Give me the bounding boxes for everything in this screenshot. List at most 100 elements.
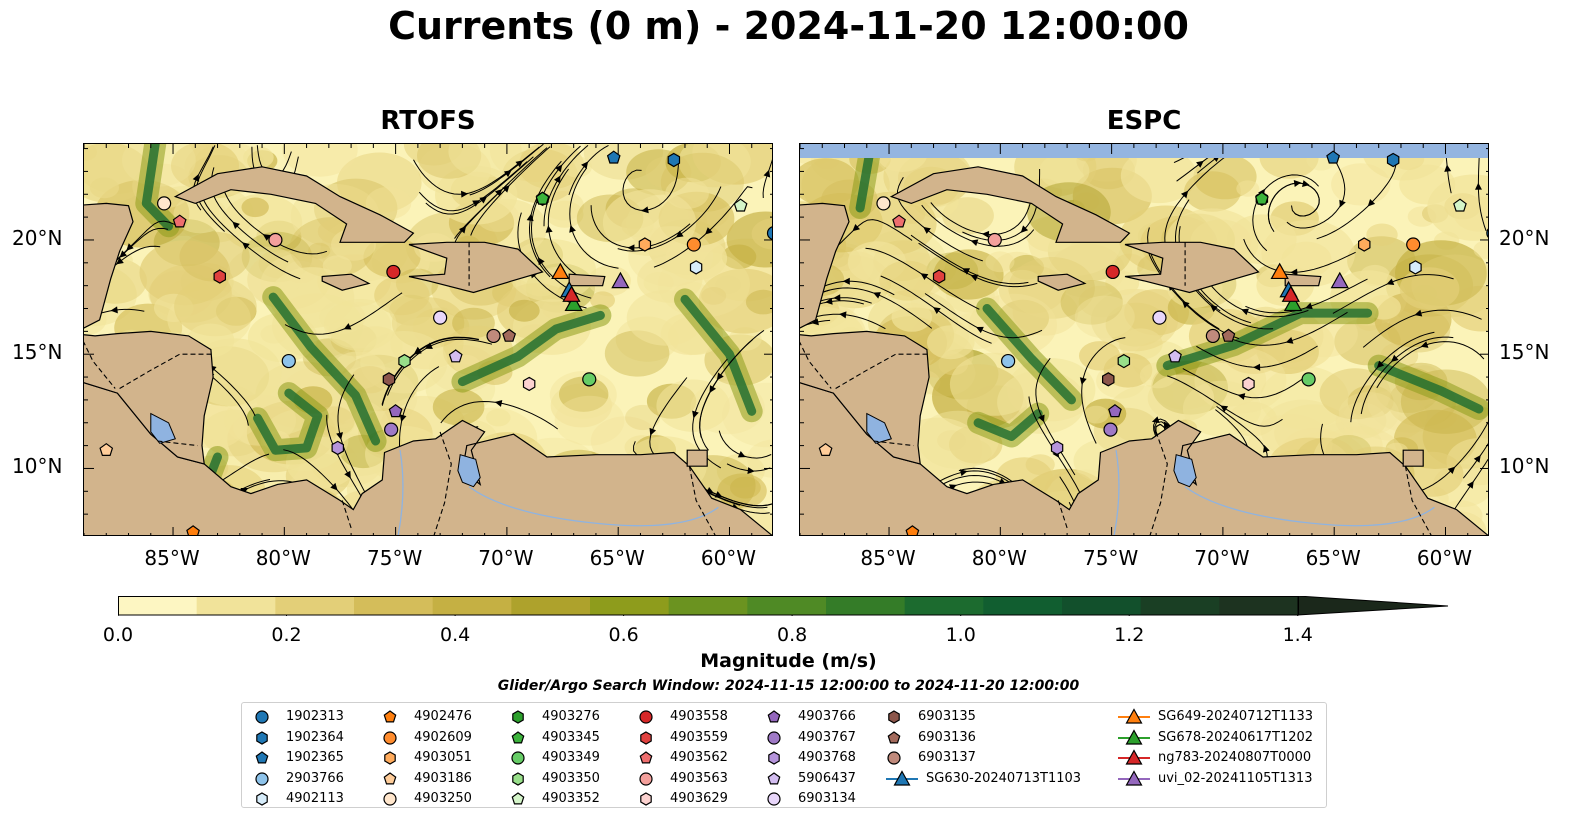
- legend-marker-icon: [639, 710, 653, 724]
- obs-marker[interactable]: [1406, 237, 1421, 252]
- obs-marker[interactable]: [638, 237, 652, 252]
- map-espc: [800, 144, 1489, 536]
- legend-marker-icon: [383, 710, 397, 723]
- obs-marker[interactable]: [486, 328, 501, 344]
- obs-marker[interactable]: [268, 232, 283, 248]
- obs-marker[interactable]: [1152, 310, 1167, 325]
- legend-label: SG678-20240617T1202: [1158, 729, 1314, 745]
- obs-marker[interactable]: [99, 442, 114, 456]
- obs-marker[interactable]: [1105, 264, 1120, 280]
- legend-label: 4903250: [414, 791, 472, 806]
- obs-marker[interactable]: [932, 269, 946, 284]
- legend-marker-icon: [384, 751, 396, 765]
- obs-marker[interactable]: [1283, 294, 1303, 312]
- obs-marker[interactable]: [611, 271, 630, 289]
- obs-marker[interactable]: [1168, 349, 1182, 363]
- legend-label: 1902364: [286, 729, 344, 745]
- obs-marker[interactable]: [1326, 150, 1341, 164]
- obs-marker[interactable]: [1221, 328, 1236, 342]
- map-panel-rtofs[interactable]: [83, 143, 773, 536]
- obs-marker[interactable]: [433, 310, 448, 325]
- obs-marker[interactable]: [172, 214, 187, 228]
- obs-marker[interactable]: [1103, 422, 1118, 437]
- obs-marker[interactable]: [1486, 227, 1489, 240]
- legend-marker-icon: [768, 751, 780, 765]
- obs-marker[interactable]: [1301, 372, 1316, 387]
- obs-marker[interactable]: [213, 269, 226, 284]
- obs-marker[interactable]: [1117, 353, 1131, 369]
- obs-marker[interactable]: [892, 214, 906, 228]
- obs-marker[interactable]: [388, 404, 403, 418]
- legend-label: SG630-20240713T1103: [926, 770, 1082, 786]
- obs-marker[interactable]: [522, 376, 536, 392]
- obs-marker[interactable]: [448, 349, 463, 363]
- obs-marker[interactable]: [281, 353, 296, 369]
- obs-marker[interactable]: [562, 285, 581, 302]
- colorbar-segment: [668, 596, 748, 615]
- colorbar-segment: [275, 596, 355, 615]
- obs-marker[interactable]: [502, 328, 517, 342]
- obs-marker[interactable]: [1357, 237, 1371, 252]
- obs-marker[interactable]: [1453, 198, 1467, 212]
- legend-marker-icon: [256, 792, 268, 806]
- obs-marker[interactable]: [1386, 152, 1400, 168]
- obs-marker[interactable]: [186, 525, 200, 536]
- legend-marker-icon: [767, 771, 781, 784]
- obs-marker[interactable]: [551, 262, 570, 280]
- legend-marker-icon: [640, 792, 652, 806]
- obs-marker[interactable]: [667, 152, 681, 168]
- lon-tick-label: 75°W: [366, 546, 423, 570]
- obs-marker[interactable]: [157, 196, 172, 211]
- obs-marker[interactable]: [1281, 285, 1300, 302]
- legend-label: 5906437: [798, 770, 856, 786]
- legend-marker-icon: [255, 771, 269, 786]
- legend-label: uvi_02-20241105T1313: [1158, 770, 1313, 786]
- obs-marker[interactable]: [386, 264, 401, 280]
- colorbar-segment: [354, 596, 434, 615]
- obs-marker[interactable]: [564, 294, 583, 312]
- obs-marker[interactable]: [606, 150, 621, 164]
- legend-label: 4903558: [670, 709, 728, 724]
- obs-marker[interactable]: [384, 422, 399, 437]
- obs-marker[interactable]: [905, 525, 920, 536]
- obs-marker[interactable]: [582, 372, 597, 387]
- obs-marker[interactable]: [987, 232, 1002, 248]
- legend-marker-icon: [1118, 749, 1150, 765]
- obs-marker[interactable]: [766, 226, 774, 240]
- obs-marker[interactable]: [818, 442, 833, 456]
- legend-marker-icon: [512, 771, 524, 786]
- colorbar-segment: [1062, 596, 1142, 615]
- colorbar-tick-label: 0.4: [439, 624, 471, 646]
- colorbar-tick-label: 0.6: [608, 624, 639, 646]
- lat-tick-label-left: 20°N: [12, 225, 63, 250]
- legend-label: 4903350: [542, 770, 600, 786]
- obs-marker[interactable]: [689, 260, 703, 275]
- obs-marker[interactable]: [733, 198, 748, 212]
- legend-label: 4903345: [542, 729, 600, 745]
- colorbar-segment: [826, 596, 906, 615]
- obs-marker[interactable]: [398, 353, 411, 369]
- obs-marker[interactable]: [1205, 328, 1220, 344]
- obs-marker[interactable]: [1409, 260, 1422, 275]
- obs-marker[interactable]: [382, 372, 396, 387]
- obs-marker[interactable]: [1050, 440, 1064, 456]
- legend-marker-icon: [256, 730, 268, 745]
- obs-marker[interactable]: [1330, 271, 1349, 289]
- obs-marker[interactable]: [1001, 353, 1016, 369]
- obs-marker[interactable]: [1102, 372, 1115, 387]
- lon-tick-label: 70°W: [1194, 546, 1250, 570]
- legend-label: 1902365: [286, 750, 344, 765]
- obs-marker[interactable]: [1270, 262, 1289, 280]
- obs-marker[interactable]: [1242, 376, 1255, 392]
- obs-marker[interactable]: [876, 196, 891, 211]
- obs-marker[interactable]: [535, 191, 550, 205]
- legend-label: 4903276: [542, 709, 600, 724]
- legend-label: 4903766: [798, 709, 856, 724]
- obs-marker[interactable]: [1254, 191, 1269, 205]
- obs-marker[interactable]: [686, 237, 701, 252]
- obs-marker[interactable]: [331, 440, 344, 456]
- legend-marker-icon: [767, 792, 781, 806]
- legend-marker-icon: [887, 751, 901, 765]
- map-panel-espc[interactable]: [799, 143, 1489, 536]
- obs-marker[interactable]: [1108, 404, 1122, 418]
